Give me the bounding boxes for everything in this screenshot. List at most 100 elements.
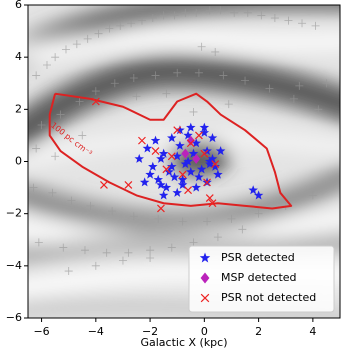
background-point [34, 238, 43, 247]
background-point [243, 8, 252, 17]
background-point [170, 11, 179, 20]
y-tick-label: −4 [6, 259, 22, 272]
data-point [175, 140, 185, 150]
data-point [186, 122, 196, 132]
data-point [91, 97, 100, 106]
background-point [265, 84, 274, 93]
data-point [205, 159, 215, 169]
background-point [137, 16, 146, 25]
background-point [219, 71, 228, 80]
background-point [67, 196, 76, 205]
background-point [56, 110, 65, 119]
background-point [91, 87, 100, 96]
background-point [241, 76, 250, 85]
background-point [295, 81, 304, 90]
data-point [199, 122, 210, 132]
background-point [32, 71, 41, 80]
background-point [189, 107, 198, 116]
background-point [146, 246, 155, 255]
background-point [61, 45, 70, 54]
legend-label: MSP detected [221, 271, 297, 284]
data-point [167, 161, 177, 171]
legend: PSR detected MSP detected PSR not detected [188, 245, 335, 313]
data-point [205, 194, 214, 202]
background-point [197, 42, 206, 51]
data-point [183, 156, 193, 166]
legend-box [188, 245, 335, 313]
y-tick-label: −2 [6, 207, 22, 220]
background-point [64, 267, 73, 276]
background-point [284, 16, 293, 25]
background-point [48, 188, 57, 197]
data-point [145, 169, 155, 179]
data-point [134, 153, 144, 163]
background-point [216, 6, 225, 15]
data-point [181, 148, 190, 159]
data-point [184, 186, 192, 195]
data-point [211, 160, 220, 169]
background-point [308, 191, 317, 200]
x-axis-label: Galactic X (kpc) [140, 336, 227, 349]
data-point [199, 127, 210, 137]
density-contour [48, 92, 293, 210]
data-point [215, 146, 226, 156]
x-tick-label: 0 [201, 325, 208, 338]
background-point [129, 74, 138, 83]
data-point [186, 166, 196, 176]
x-tick-label: −2 [142, 325, 158, 338]
background-point [146, 254, 155, 263]
background-point [322, 79, 331, 88]
background-point [75, 97, 84, 106]
data-point [248, 185, 258, 195]
background-point [105, 24, 114, 33]
data-point [208, 199, 217, 208]
background-point [83, 34, 92, 43]
data-point [178, 170, 187, 179]
data-point [213, 169, 223, 179]
background-point [311, 21, 320, 30]
background-point [129, 212, 138, 221]
background-point [51, 53, 60, 62]
data-point [191, 138, 201, 148]
background-point [203, 217, 212, 226]
data-point [200, 149, 209, 158]
background-point [205, 6, 214, 15]
data-point [180, 159, 191, 169]
y-tick-label: 6 [15, 0, 22, 11]
data-point [194, 131, 203, 140]
background-point [151, 71, 160, 80]
background-point [167, 243, 176, 252]
data-point [186, 139, 195, 148]
data-point [138, 136, 146, 145]
background-point [148, 14, 157, 23]
background-point [102, 248, 111, 257]
background-point [94, 29, 103, 38]
data-point [100, 181, 108, 189]
data-point [167, 133, 177, 143]
background-point [230, 8, 239, 17]
background-point [238, 225, 247, 234]
legend-marker [199, 252, 211, 263]
background-point [59, 243, 68, 252]
data-point [177, 174, 188, 184]
background-point [178, 217, 187, 226]
background-point [257, 11, 266, 20]
data-point [210, 161, 220, 171]
background-point [213, 233, 222, 242]
data-point [150, 135, 161, 145]
background-point [72, 40, 81, 49]
background-point [132, 92, 141, 101]
background-point [29, 183, 38, 192]
data-point [162, 165, 171, 174]
background-point [270, 14, 279, 23]
data-point [156, 179, 166, 190]
y-tick-label: 4 [15, 50, 22, 63]
background-point [289, 94, 298, 103]
background-point [254, 209, 263, 218]
background-point [189, 238, 198, 247]
data-point [148, 161, 158, 171]
background-point [51, 152, 60, 161]
data-point [175, 125, 185, 135]
x-tick-label: 4 [309, 325, 316, 338]
